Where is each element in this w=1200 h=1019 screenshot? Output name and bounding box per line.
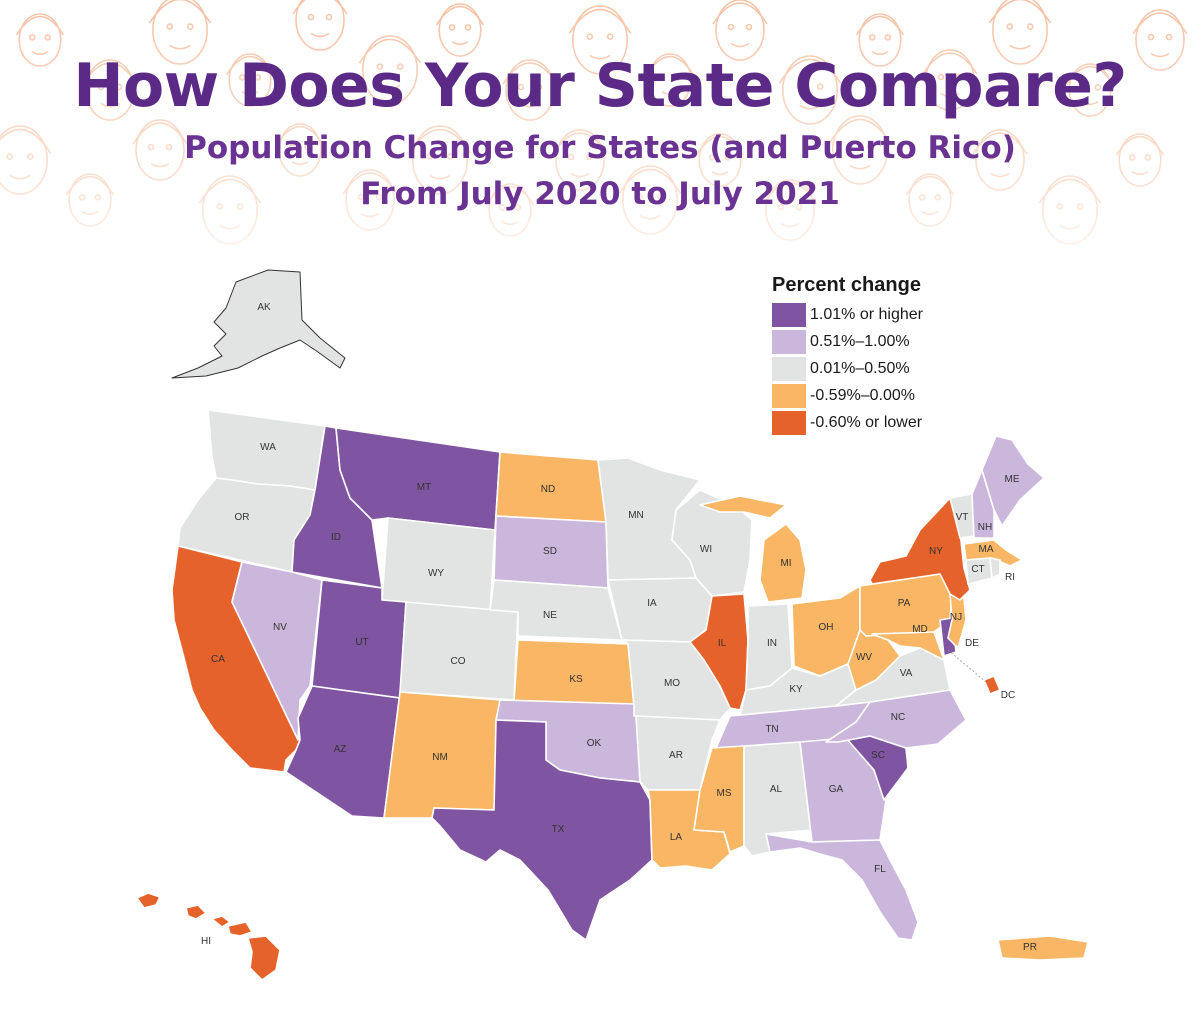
legend-item-c2: 0.51%–1.00% [772, 328, 992, 355]
state-FL [765, 833, 919, 941]
state-AK [171, 269, 346, 379]
state-NC [825, 689, 967, 749]
state-NE [489, 579, 623, 641]
state-label-IN: IN [767, 638, 777, 649]
state-label-MT: MT [417, 482, 431, 493]
state-RI [989, 557, 1001, 579]
state-HI [136, 892, 281, 981]
legend-label: 0.51%–1.00% [810, 332, 910, 350]
state-label-WV: WV [856, 652, 872, 663]
state-label-LA: LA [670, 832, 683, 843]
legend-swatch [772, 356, 806, 381]
state-label-MD: MD [912, 624, 928, 635]
state-label-ID: ID [331, 532, 341, 543]
legend-label: 0.01%–0.50% [810, 359, 910, 377]
legend-label: 1.01% or higher [810, 305, 923, 323]
state-label-WY: WY [428, 568, 444, 579]
state-label-ND: ND [541, 484, 555, 495]
state-WY [381, 517, 496, 613]
state-label-RI: RI [1005, 572, 1015, 583]
state-label-SD: SD [543, 546, 557, 557]
state-label-MA: MA [979, 544, 994, 555]
state-label-OH: OH [819, 622, 834, 633]
state-label-WA: WA [260, 442, 276, 453]
state-label-AZ: AZ [334, 744, 347, 755]
state-label-NH: NH [978, 522, 992, 533]
state-label-MI: MI [780, 558, 791, 569]
subtitle-line-1: Population Change for States (and Puerto… [184, 130, 1016, 166]
state-label-PA: PA [898, 598, 911, 609]
legend: Percent change 1.01% or higher 0.51%–1.00… [772, 274, 992, 436]
state-label-CO: CO [451, 656, 466, 667]
legend-item-c5: -0.60% or lower [772, 409, 992, 436]
state-TX [431, 719, 653, 941]
state-label-IA: IA [647, 598, 657, 609]
state-label-NE: NE [543, 610, 557, 621]
legend-label: -0.59%–0.00% [810, 386, 915, 404]
page-title: How Does Your State Compare? [73, 51, 1127, 121]
state-IL [689, 593, 749, 711]
state-label-KY: KY [789, 684, 803, 695]
state-label-VT: VT [956, 512, 969, 523]
state-label-DE: DE [965, 638, 979, 649]
legend-swatch [772, 329, 806, 354]
state-label-NV: NV [273, 622, 287, 633]
legend-item-c1: 1.01% or higher [772, 301, 992, 328]
state-label-CA: CA [211, 654, 225, 665]
state-label-AL: AL [770, 784, 783, 795]
state-label-TX: TX [552, 824, 565, 835]
state-label-NJ: NJ [950, 612, 962, 623]
state-DC [983, 675, 1001, 695]
state-NY [869, 497, 971, 601]
state-label-OK: OK [587, 738, 602, 749]
legend-item-c3: 0.01%–0.50% [772, 355, 992, 382]
legend-label: -0.60% or lower [810, 413, 923, 431]
state-KS [513, 639, 635, 707]
state-PR [997, 935, 1089, 961]
state-label-OR: OR [235, 512, 250, 523]
state-NJ [947, 593, 967, 649]
state-label-MS: MS [717, 788, 732, 799]
state-NH [971, 469, 995, 539]
state-label-IL: IL [718, 638, 727, 649]
subtitle-line-2: From July 2020 to July 2021 [360, 176, 840, 212]
dc-leader-line [947, 649, 987, 683]
state-label-KS: KS [569, 674, 583, 685]
state-IA [607, 577, 713, 643]
state-label-MO: MO [664, 678, 680, 689]
state-MI [699, 495, 807, 603]
state-label-AR: AR [669, 750, 683, 761]
state-label-FL: FL [874, 864, 886, 875]
state-label-CT: CT [971, 564, 984, 575]
state-label-SC: SC [871, 750, 885, 761]
state-label-WI: WI [700, 544, 712, 555]
legend-swatch [772, 383, 806, 408]
legend-item-c4: -0.59%–0.00% [772, 382, 992, 409]
state-CO [399, 601, 519, 701]
state-label-AK: AK [257, 302, 271, 313]
state-label-NY: NY [929, 546, 943, 557]
legend-title: Percent change [772, 274, 921, 296]
legend-swatch [772, 410, 806, 435]
state-label-NM: NM [432, 752, 448, 763]
legend-swatch [772, 302, 806, 327]
state-label-DC: DC [1001, 690, 1015, 701]
state-label-UT: UT [355, 637, 368, 648]
state-label-ME: ME [1005, 474, 1020, 485]
state-NV [231, 561, 323, 741]
state-label-GA: GA [829, 784, 844, 795]
state-label-VA: VA [900, 668, 913, 679]
state-label-HI: HI [201, 936, 211, 947]
state-ME [981, 435, 1045, 527]
state-label-NC: NC [891, 712, 905, 723]
state-MD [871, 631, 945, 661]
state-label-PR: PR [1023, 942, 1037, 953]
state-label-MN: MN [628, 510, 644, 521]
state-label-TN: TN [765, 724, 778, 735]
banner-faces-illustration [0, 0, 1200, 290]
